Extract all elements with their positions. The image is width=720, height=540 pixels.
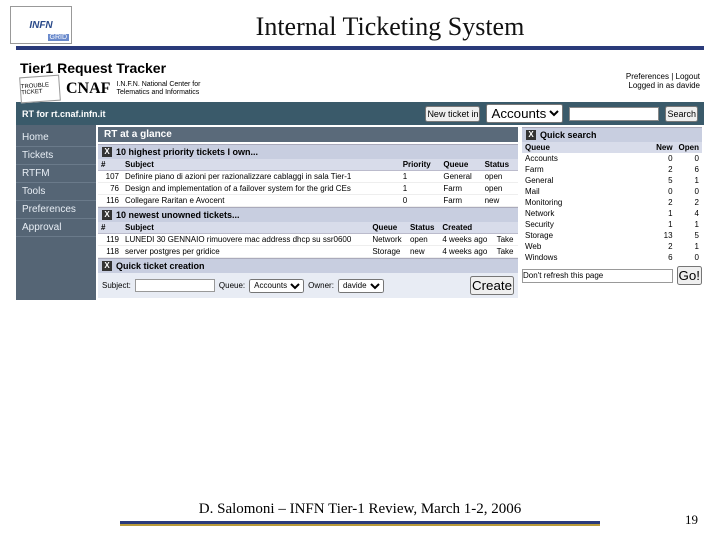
slide-title: Internal Ticketing System <box>76 12 704 42</box>
nav-tickets[interactable]: Tickets <box>16 147 96 165</box>
table-row[interactable]: 76Design and implementation of a failove… <box>98 183 518 195</box>
footer-rule <box>120 521 600 526</box>
nav-preferences[interactable]: Preferences <box>16 201 96 219</box>
logo-badge: GRID <box>48 34 70 41</box>
rt-host-label: RT for rt.cnaf.infn.it <box>22 109 106 119</box>
title-rule <box>16 46 704 50</box>
qs-row[interactable]: Mail00 <box>522 186 702 197</box>
table-row[interactable]: 116Collegare Raritan e Avocent0Farmnew <box>98 195 518 207</box>
qs-row[interactable]: Security11 <box>522 219 702 230</box>
newest-unowned-header: X 10 newest unowned tickets... <box>98 207 518 222</box>
cnaf-subtitle: I.N.F.N. National Center for Telematics … <box>116 81 200 96</box>
owner-select[interactable]: davide <box>338 279 384 293</box>
close-icon[interactable]: X <box>102 210 112 220</box>
logo-text: INFN <box>29 20 52 31</box>
quick-search-table: QueueNewOpen Accounts00 Farm26 General51… <box>522 142 702 263</box>
preferences-link[interactable]: Preferences <box>626 72 669 81</box>
highest-priority-table: # Subject Priority Queue Status 107Defin… <box>98 159 518 207</box>
infn-logo: INFN GRID <box>10 6 72 44</box>
rt-toolbar: RT for rt.cnaf.infn.it New ticket in Acc… <box>16 102 704 125</box>
nav-rtfm[interactable]: RTFM <box>16 165 96 183</box>
rt-sidebar: Home Tickets RTFM Tools Preferences Appr… <box>16 125 96 300</box>
nav-approval[interactable]: Approval <box>16 219 96 237</box>
refresh-input[interactable] <box>522 269 673 283</box>
qs-row[interactable]: Storage135 <box>522 230 702 241</box>
qs-row[interactable]: Windows60 <box>522 252 702 263</box>
go-button[interactable]: Go! <box>677 266 702 285</box>
qs-row[interactable]: Accounts00 <box>522 153 702 164</box>
table-row[interactable]: 118server postgres per gridiceStoragenew… <box>98 246 518 258</box>
logged-in-text: Logged in as davide <box>628 81 700 90</box>
at-a-glance-header: RT at a glance <box>98 127 518 142</box>
page-number: 19 <box>685 512 698 528</box>
nav-tools[interactable]: Tools <box>16 183 96 201</box>
new-ticket-button[interactable]: New ticket in <box>425 106 480 122</box>
subject-input[interactable] <box>135 279 215 292</box>
table-row[interactable]: 107Definire piano di azioni per razional… <box>98 171 518 183</box>
rt-screenshot: Tier1 Request Tracker TROUBLE TICKET CNA… <box>16 60 704 300</box>
qs-row[interactable]: Network14 <box>522 208 702 219</box>
quick-search-header: X Quick search <box>522 127 702 142</box>
search-button[interactable]: Search <box>665 106 698 122</box>
close-icon[interactable]: X <box>102 147 112 157</box>
qs-row[interactable]: Web21 <box>522 241 702 252</box>
queue-select[interactable]: Accounts <box>249 279 304 293</box>
search-input[interactable] <box>569 107 659 121</box>
quick-create-header: X Quick ticket creation <box>98 258 518 273</box>
close-icon[interactable]: X <box>526 130 536 140</box>
qs-row[interactable]: Farm26 <box>522 164 702 175</box>
quick-create-form: Subject: Queue: Accounts Owner: davide C… <box>98 273 518 298</box>
logout-link[interactable]: Logout <box>676 72 700 81</box>
rt-title: Tier1 Request Tracker <box>20 60 200 76</box>
nav-home[interactable]: Home <box>16 129 96 147</box>
slide-footer: D. Salomoni – INFN Tier-1 Review, March … <box>0 501 720 526</box>
qs-row[interactable]: General51 <box>522 175 702 186</box>
table-row[interactable]: 119LUNEDI 30 GENNAIO rimuovere mac addre… <box>98 234 518 246</box>
trouble-ticket-icon: TROUBLE TICKET <box>19 75 61 104</box>
cnaf-label: CNAF <box>66 80 110 98</box>
new-ticket-queue-select[interactable]: Accounts <box>486 104 563 123</box>
newest-unowned-table: #SubjectQueueStatusCreated 119LUNEDI 30 … <box>98 222 518 258</box>
create-button[interactable]: Create <box>470 276 514 295</box>
qs-row[interactable]: Monitoring22 <box>522 197 702 208</box>
highest-priority-header: X 10 highest priority tickets I own... <box>98 144 518 159</box>
close-icon[interactable]: X <box>102 261 112 271</box>
